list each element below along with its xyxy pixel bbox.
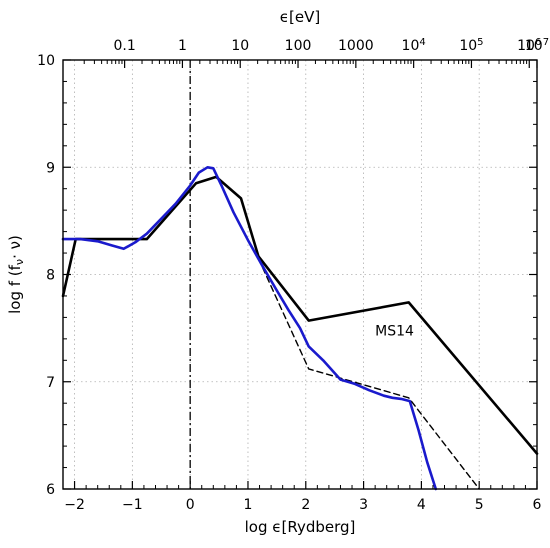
- x-tick-label: 6: [533, 497, 542, 513]
- top-tick-label: 100: [285, 38, 312, 54]
- y-tick-label: 7: [46, 375, 55, 391]
- x-tick-label: −2: [64, 497, 85, 513]
- annotation-label: MS14: [375, 323, 414, 339]
- y-tick-label: 8: [46, 268, 55, 284]
- y-tick-label: 9: [46, 160, 55, 176]
- y-tick-label: 10: [37, 53, 55, 69]
- x-tick-label: 4: [417, 497, 426, 513]
- series-layer: [61, 60, 539, 491]
- x-tick-label: 2: [301, 497, 310, 513]
- y-tick-label: 6: [46, 482, 55, 498]
- series-line-2: [61, 166, 438, 491]
- top-tick-label: 0.1: [113, 38, 135, 54]
- x-tick-label: 3: [359, 497, 368, 513]
- top-axis-title: ϵ[eV]: [280, 8, 320, 26]
- annotations: MS14: [375, 323, 414, 339]
- series-line-0: [61, 175, 539, 455]
- series-line-1: [257, 257, 480, 490]
- y-axis-title: log f (fν· ν): [6, 235, 26, 314]
- top-tick-label: 10: [231, 38, 249, 54]
- top-tick-label: 1: [178, 38, 187, 54]
- x-tick-label: 1: [244, 497, 253, 513]
- x-tick-label: 5: [475, 497, 484, 513]
- x-tick-label: −1: [122, 497, 143, 513]
- plot-frame: [62, 59, 538, 490]
- x-axis-title: log ϵ[Rydberg]: [245, 518, 356, 536]
- top-tick-label: 1000: [338, 38, 374, 54]
- x-tick-label: 0: [186, 497, 195, 513]
